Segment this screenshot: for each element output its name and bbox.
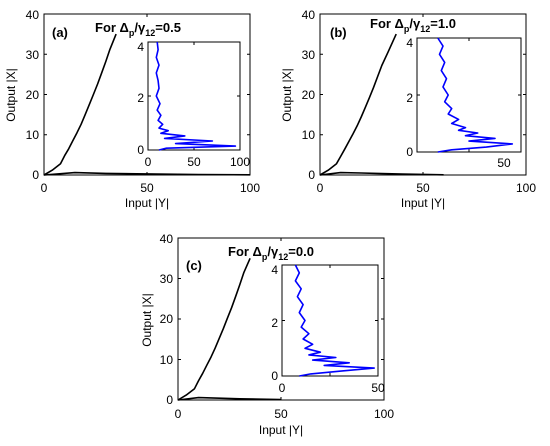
- panel-c-series-line-1: [177, 396, 282, 401]
- panel-c-xtick-0: 0: [175, 407, 182, 421]
- panel-a-ytick-0: 0: [32, 168, 39, 182]
- panel-a-series: [43, 33, 251, 176]
- panel-c-inset: 0 50 0 2 4: [271, 263, 385, 395]
- panel-b-inset-ytick-1: 2: [406, 91, 413, 105]
- panel-c-inset-xtick-0: 0: [279, 381, 286, 395]
- panel-b-inset-ticks: [416, 37, 522, 153]
- panel-b-inset: 50 0 2 4: [406, 36, 522, 170]
- panel-a-label: (a): [52, 25, 68, 40]
- panel-b-series: [319, 33, 444, 176]
- panel-c-series-line-0: [177, 257, 251, 401]
- panel-c-ytick-1: 10: [160, 353, 174, 367]
- panel-b-inset-xtick-0: 50: [497, 156, 511, 170]
- panel-b-ytick-3: 30: [302, 48, 316, 62]
- panel-b-ytick-2: 20: [302, 88, 316, 102]
- panel-a-inset: 0 50 100 0 2 4: [137, 40, 250, 169]
- panel-c-label: (c): [186, 258, 202, 273]
- panel-c-inset-ytick-2: 4: [271, 263, 278, 277]
- panel-c-inset-ticks: [281, 264, 379, 377]
- panel-a-ylabel: Output |X|: [4, 68, 18, 122]
- panel-b-title: For Δp/γ12=1.0: [370, 16, 456, 34]
- panel-b-ytick-1: 10: [302, 128, 316, 142]
- panel-a-inset-xtick-1: 50: [187, 155, 201, 169]
- panel-c-inset-ytick-0: 0: [271, 369, 278, 383]
- panel-a-ytick-3: 30: [26, 48, 40, 62]
- panel-b-xlabel: Input |Y|: [401, 196, 445, 210]
- panel-b-xtick-2: 100: [516, 181, 536, 195]
- panel-a-inset-ytick-1: 2: [137, 91, 144, 105]
- panel-c: 0 50 100 0 10 20 30 40 Input |Y| Output …: [140, 232, 394, 437]
- panel-c-ytick-4: 40: [160, 232, 174, 246]
- panel-b-inset-series-line-0: [437, 37, 514, 153]
- panel-b-inset-ytick-2: 4: [406, 36, 413, 50]
- panel-a-xtick-0: 0: [41, 181, 48, 195]
- panel-a-xlabel: Input |Y|: [125, 196, 169, 210]
- panel-c-xtick-2: 100: [374, 407, 394, 421]
- panel-a-inset-series: [155, 41, 237, 151]
- panel-c-inset-series: [294, 264, 376, 377]
- panel-a-ytick-1: 10: [26, 128, 40, 142]
- panel-a-title: For Δp/γ12=0.5: [95, 20, 181, 38]
- panel-a-series-line-0: [43, 33, 117, 176]
- panel-a-ytick-2: 20: [26, 88, 40, 102]
- panel-b-xtick-1: 50: [416, 181, 430, 195]
- panel-b-series-line-1: [319, 171, 444, 176]
- panel-b-ytick-0: 0: [308, 168, 315, 182]
- panel-c-inset-series-line-0: [294, 264, 376, 377]
- panel-b-inset-ytick-0: 0: [406, 145, 413, 159]
- panel-a-inset-series-line-0: [155, 41, 237, 151]
- panel-c-xlabel: Input |Y|: [259, 423, 303, 437]
- panel-c-title: For Δp/γ12=0.0: [228, 244, 314, 262]
- panel-a: 0 50 100 0 10 20 30 40 Input |Y| Output …: [4, 8, 260, 210]
- panel-c-inset-ytick-1: 2: [271, 316, 278, 330]
- panel-a-xtick-2: 100: [240, 181, 260, 195]
- panel-b-ytick-4: 40: [302, 8, 316, 22]
- panel-a-series-line-1: [43, 171, 251, 176]
- panel-b-series-line-0: [319, 33, 397, 176]
- panel-a-inset-xtick-0: 0: [145, 155, 152, 169]
- panel-c-ytick-0: 0: [166, 393, 173, 407]
- panel-b-ylabel: Output |X|: [280, 68, 294, 122]
- panel-c-ytick-3: 30: [160, 272, 174, 286]
- panel-a-inset-ytick-2: 4: [137, 40, 144, 54]
- panel-a-inset-ytick-0: 0: [137, 143, 144, 157]
- panel-c-ylabel: Output |X|: [140, 293, 154, 347]
- panel-c-inset-xtick-1: 50: [371, 381, 385, 395]
- panel-a-inset-xtick-2: 100: [230, 155, 250, 169]
- panel-a-xtick-1: 50: [140, 181, 154, 195]
- panel-c-xtick-1: 50: [274, 407, 288, 421]
- panel-b-label: (b): [330, 25, 347, 40]
- panel-b-inset-series: [437, 37, 514, 153]
- panel-b: 0 50 100 0 10 20 30 40 Input |Y| Output …: [280, 8, 536, 210]
- panel-c-series: [177, 257, 282, 401]
- panel-b-xtick-0: 0: [317, 181, 324, 195]
- panel-c-ytick-2: 20: [160, 312, 174, 326]
- panel-a-ytick-4: 40: [26, 8, 40, 22]
